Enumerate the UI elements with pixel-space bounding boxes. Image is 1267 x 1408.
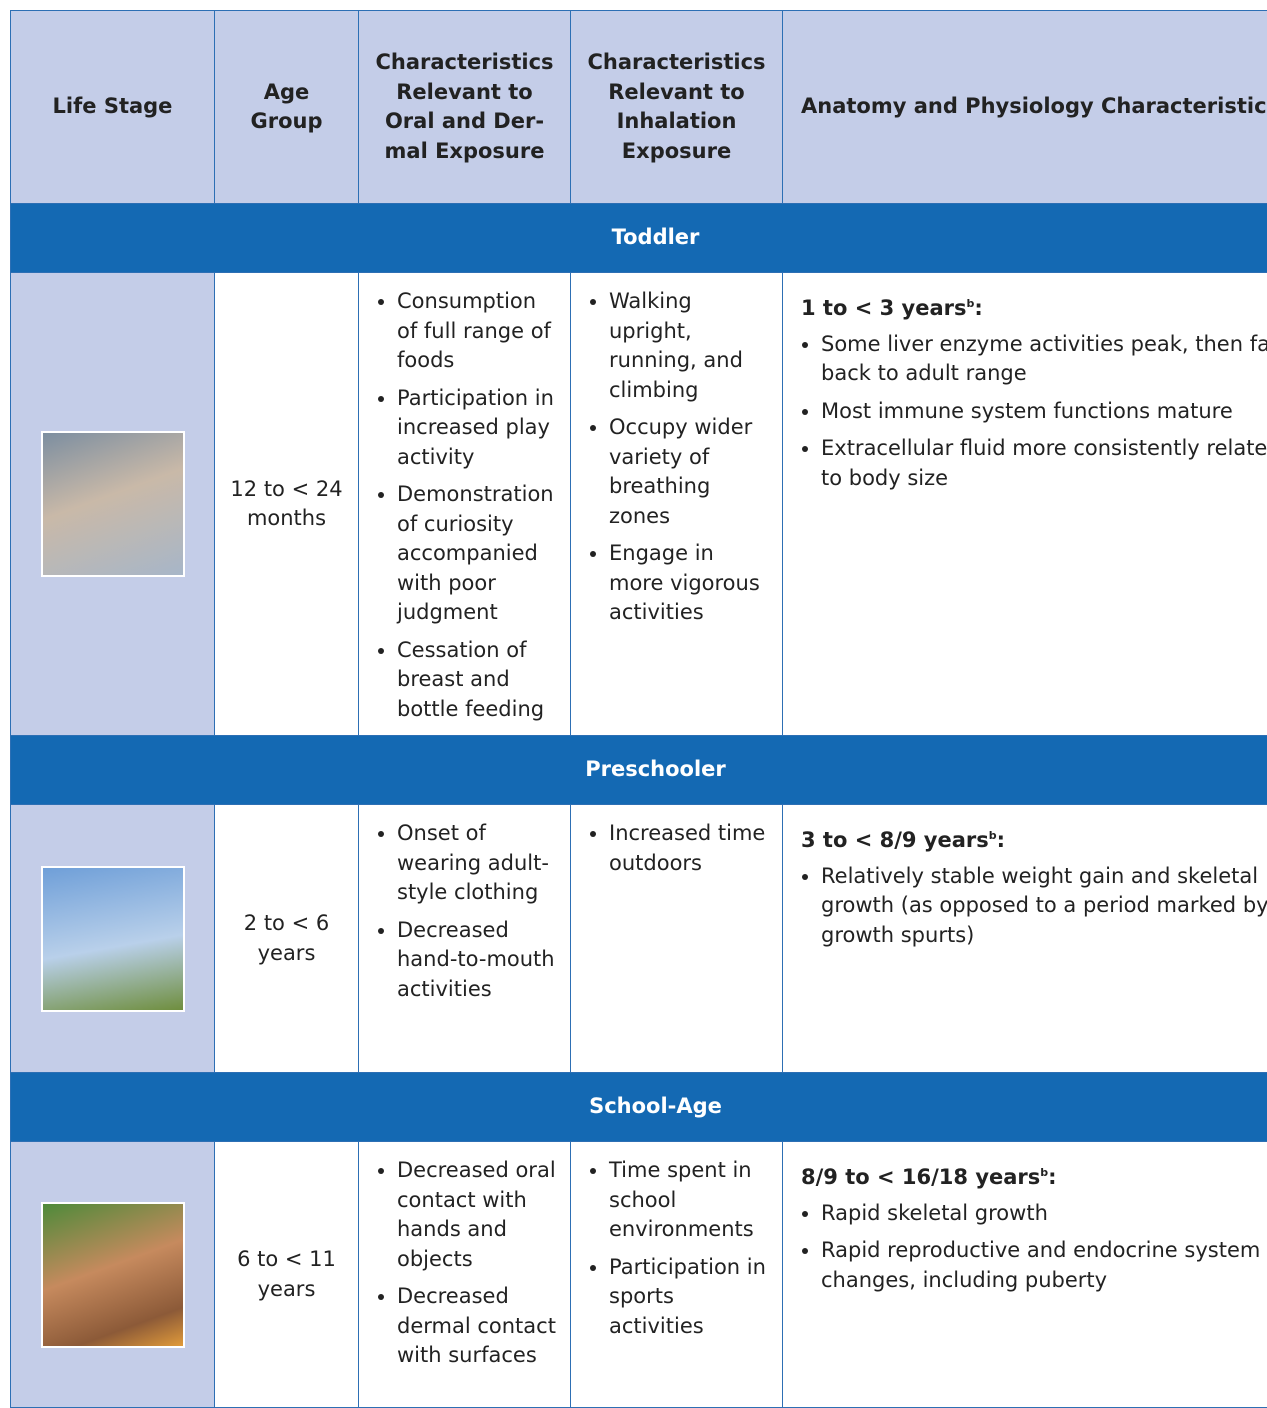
bullet-item: Occupy wider variety of breathing zones bbox=[609, 413, 774, 531]
photo bbox=[40, 1201, 185, 1348]
list-cell: Time spent in school environmentsPartici… bbox=[570, 1141, 783, 1408]
header-cell: Age Group bbox=[214, 10, 359, 204]
age-group: 12 to < 24 months bbox=[214, 272, 359, 736]
anatomy-heading: 8/9 to < 16/18 yearsb: bbox=[783, 1142, 1267, 1199]
bullet-item: Decreased hand-to-mouth activities bbox=[397, 916, 562, 1005]
list-cell: Consumption of full range of foodsPartic… bbox=[358, 272, 571, 736]
anatomy-heading: 1 to < 3 yearsb: bbox=[783, 273, 1267, 330]
heading-end: : bbox=[1048, 1165, 1057, 1189]
section-title: School-Age bbox=[10, 1072, 1267, 1142]
bullet-item: Consumption of full range of foods bbox=[397, 287, 562, 376]
bullet-list: Onset of wearing adult-style clothingDec… bbox=[359, 805, 570, 1004]
bullet-item: Walking upright, running, and climbing bbox=[609, 287, 774, 405]
bullet-item: Time spent in school environments bbox=[609, 1156, 774, 1245]
life-stage-cell bbox=[10, 272, 215, 736]
data-row: 2 to < 6 yearsOnset of wearing adult-sty… bbox=[10, 804, 1267, 1073]
header-cell: Anatomy and Physiology Characteristics bbox=[782, 10, 1267, 204]
bullet-list: Consumption of full range of foodsPartic… bbox=[359, 273, 570, 724]
bullet-item: Participation in sports activities bbox=[609, 1253, 774, 1342]
bullet-item: Decreased oral contact with hands and ob… bbox=[397, 1156, 562, 1274]
section-title: Preschooler bbox=[10, 735, 1267, 805]
bullet-item: Demonstration of curiosity accompanied w… bbox=[397, 480, 562, 628]
age-group: 6 to < 11 years bbox=[214, 1141, 359, 1408]
header-cell: Characteristics Relevant to Oral and Der… bbox=[358, 10, 571, 204]
bullet-item: Some liver enzyme activities peak, then … bbox=[821, 330, 1267, 389]
bullet-item: Participation in increased play activity bbox=[397, 384, 562, 473]
list-cell: Onset of wearing adult-style clothingDec… bbox=[358, 804, 571, 1073]
anatomy-heading: 3 to < 8/9 yearsb: bbox=[783, 805, 1267, 862]
list-cell: Decreased oral contact with hands and ob… bbox=[358, 1141, 571, 1408]
bullet-item: Rapid skeletal growth bbox=[821, 1199, 1267, 1229]
heading-end: : bbox=[996, 828, 1006, 852]
header-row: Life Stage Age Group Characteristics Relev… bbox=[10, 10, 1267, 204]
bullet-item: Rapid reproductive and endocrine system … bbox=[821, 1236, 1267, 1295]
bullet-list: Time spent in school environmentsPartici… bbox=[571, 1142, 782, 1341]
anatomy-cell: 3 to < 8/9 yearsb:Relatively stable weig… bbox=[782, 804, 1267, 1073]
header-cell: Life Stage bbox=[10, 10, 215, 204]
bullet-list: Relatively stable weight gain and skelet… bbox=[783, 862, 1267, 951]
section-row: Toddler bbox=[10, 203, 1267, 273]
list-cell: Walking upright, running, and climbingOc… bbox=[570, 272, 783, 736]
bullet-item: Extracellular fluid more consistently re… bbox=[821, 434, 1267, 493]
age-group: 2 to < 6 years bbox=[214, 804, 359, 1073]
section-row: Preschooler bbox=[10, 735, 1267, 805]
heading-text: 1 to < 3 years bbox=[801, 296, 967, 320]
bullet-item: Engage in more vigorous activities bbox=[609, 539, 774, 628]
photo bbox=[40, 431, 185, 577]
bullet-item: Onset of wearing adult-style clothing bbox=[397, 819, 562, 908]
section-row: School-Age bbox=[10, 1072, 1267, 1142]
footnote-mark: b bbox=[1040, 1166, 1049, 1179]
heading-text: 3 to < 8/9 years bbox=[801, 828, 989, 852]
anatomy-cell: 1 to < 3 yearsb:Some liver enzyme activi… bbox=[782, 272, 1267, 736]
bullet-list: Some liver enzyme activities peak, then … bbox=[783, 330, 1267, 494]
list-cell: Increased time outdoors bbox=[570, 804, 783, 1073]
bullet-list: Decreased oral contact with hands and ob… bbox=[359, 1142, 570, 1371]
bullet-item: Increased time outdoors bbox=[609, 819, 774, 878]
photo bbox=[40, 865, 185, 1012]
heading-end: : bbox=[974, 296, 983, 320]
data-row: 12 to < 24 monthsConsumption of full ran… bbox=[10, 272, 1267, 736]
anatomy-cell: 8/9 to < 16/18 yearsb:Rapid skeletal gro… bbox=[782, 1141, 1267, 1408]
header-cell: Characteristics Relevant to Inhalation E… bbox=[570, 10, 783, 204]
section-title: Toddler bbox=[10, 203, 1267, 273]
data-row: 6 to < 11 years Decreased oral contact wi… bbox=[10, 1141, 1267, 1408]
bullet-list: Walking upright, running, and climbingOc… bbox=[571, 273, 782, 628]
heading-text: 8/9 to < 16/18 years bbox=[801, 1165, 1041, 1189]
table-wrap: Life Stage Age Group Characteristics Relev… bbox=[10, 10, 1267, 1408]
footnote-mark: b bbox=[966, 297, 975, 310]
bullet-item: Relatively stable weight gain and skelet… bbox=[821, 862, 1267, 951]
bullet-list: Increased time outdoors bbox=[571, 805, 782, 878]
bullet-item: Decreased dermal contact with surfaces bbox=[397, 1282, 562, 1371]
bullet-item: Most immune system functions mature bbox=[821, 397, 1267, 427]
footnote-mark: b bbox=[988, 829, 997, 842]
life-stage-cell bbox=[10, 804, 215, 1073]
bullet-item: Cessation of breast and bottle feeding bbox=[397, 636, 562, 725]
life-stage-cell bbox=[10, 1141, 215, 1408]
table: Life Stage Age Group Characteristics Relev… bbox=[10, 10, 1267, 1408]
bullet-list: Rapid skeletal growth Rapid reproductive … bbox=[783, 1199, 1267, 1296]
